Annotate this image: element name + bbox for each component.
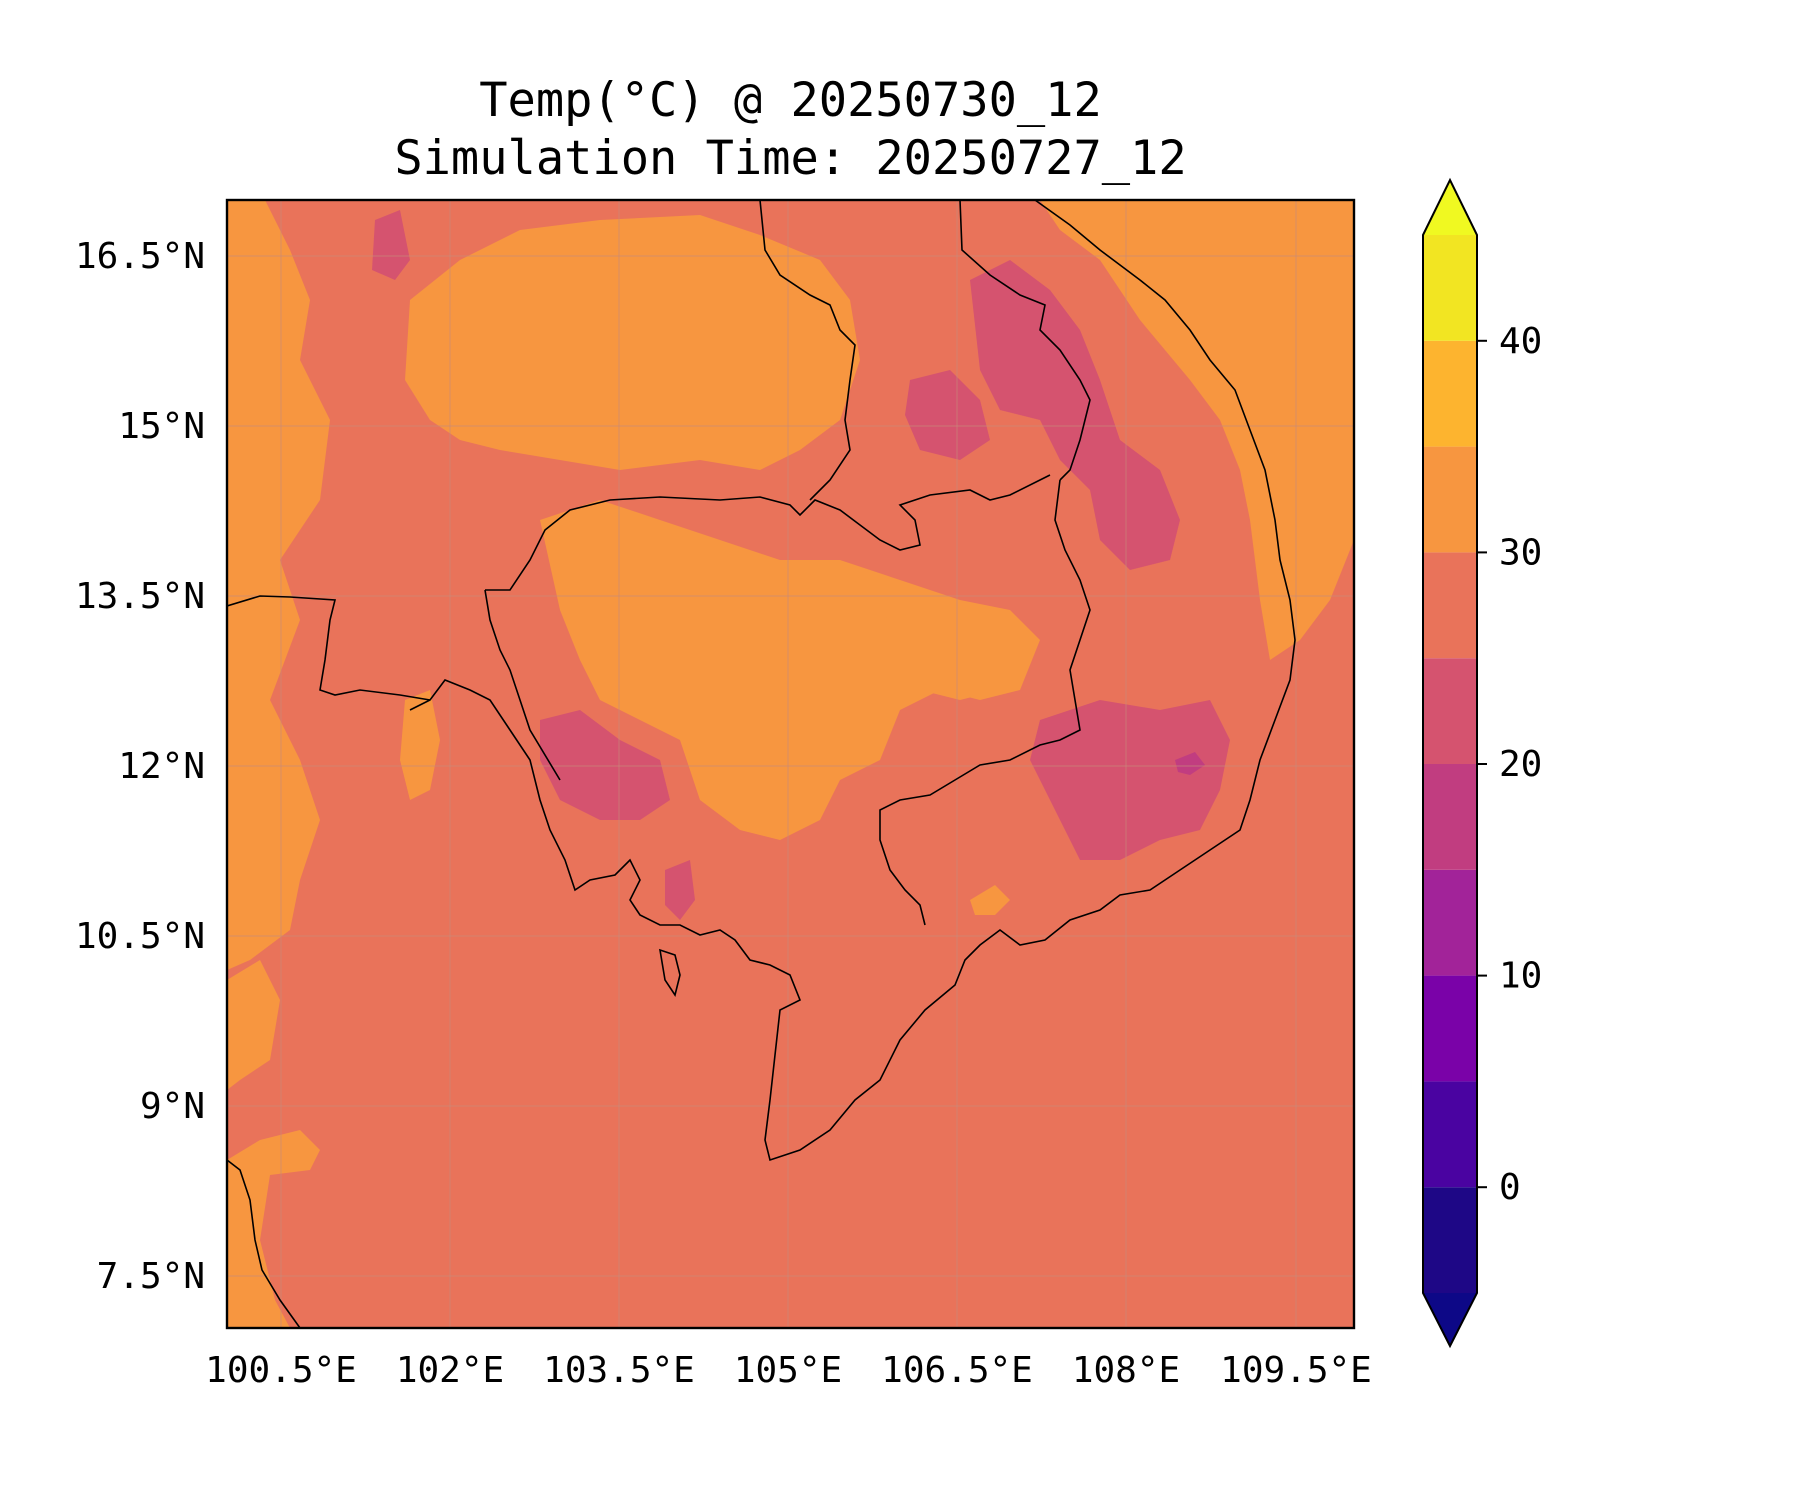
x-tick-label: 100.5°E <box>205 1350 357 1391</box>
colorbar-tick-label: 10 <box>1499 956 1542 997</box>
temperature-contours <box>227 200 1354 1328</box>
x-tick-label: 103.5°E <box>543 1350 695 1391</box>
y-axis-labels: 16.5°N 15°N 13.5°N 12°N 10.5°N 9°N 7.5°N <box>75 236 205 1297</box>
colorbar-outline <box>1422 177 1478 1349</box>
contour-20-25-south-patch <box>665 860 695 920</box>
colorbar: 0 10 20 30 40 <box>1422 177 1542 1349</box>
contour-20-25-north-patch <box>372 210 410 280</box>
map-title: Temp(°C) @ 20250730_12 <box>479 73 1102 128</box>
contour-20-25-south-highlands <box>1030 700 1230 860</box>
y-tick-label: 10.5°N <box>75 916 205 957</box>
y-tick-label: 12°N <box>118 746 205 787</box>
y-tick-label: 15°N <box>118 406 205 447</box>
contour-30-35-northeast-sea <box>1040 200 1354 660</box>
contour-30-35-east-central <box>880 600 1020 700</box>
x-tick-label: 109.5°E <box>1220 1350 1372 1391</box>
gridlines <box>227 200 1354 1328</box>
colorbar-tick-label: 30 <box>1499 532 1542 573</box>
contour-20-25-central-highlands <box>970 260 1180 570</box>
colorbar-segment <box>1423 869 1477 976</box>
colorbar-tick-label: 40 <box>1499 321 1542 362</box>
colorbar-segment <box>1423 658 1477 764</box>
coastlines-and-borders <box>227 200 1296 1328</box>
x-tick-label: 105°E <box>734 1350 842 1391</box>
contour-20-25-plateau-blob <box>905 370 990 460</box>
contour-30-35-west-coast <box>227 960 280 1090</box>
colorbar-tick-label: 0 <box>1499 1167 1521 1208</box>
contour-20-25-cardamom <box>540 710 670 820</box>
colorbar-segment <box>1423 340 1477 447</box>
colorbar-segment <box>1423 1081 1477 1188</box>
colorbar-segment <box>1423 552 1477 659</box>
colorbar-segment <box>1423 446 1477 553</box>
colorbar-segments <box>1423 235 1477 1293</box>
colorbar-under-triangle <box>1423 1293 1477 1346</box>
cambodia-north-border <box>485 474 1051 591</box>
colorbar-segment <box>1423 975 1477 1082</box>
contour-15-20-highlands-core <box>1175 752 1205 775</box>
y-tick-label: 9°N <box>140 1086 205 1127</box>
contour-30-35-northwest <box>227 200 330 970</box>
phu-quoc-island <box>658 948 681 997</box>
map-subtitle: Simulation Time: 20250727_12 <box>394 131 1187 186</box>
colorbar-tick-label: 20 <box>1499 744 1542 785</box>
colorbar-over-triangle <box>1423 180 1477 235</box>
contour-30-35-north-plateau <box>405 215 860 470</box>
map-panel <box>225 198 1356 1330</box>
laos-thailand-border <box>759 200 856 501</box>
colorbar-segment <box>1423 764 1477 870</box>
contour-30-35-mekong-patch <box>970 885 1010 915</box>
y-tick-label: 13.5°N <box>75 576 205 617</box>
y-tick-label: 7.5°N <box>97 1256 205 1297</box>
thailand-cambodia-border <box>227 595 431 701</box>
colorbar-segment <box>1423 235 1477 341</box>
x-axis-labels: 100.5°E 102°E 103.5°E 105°E 106.5°E 108°… <box>205 1350 1372 1391</box>
contour-30-35-sw-strip <box>227 1130 320 1328</box>
x-tick-label: 106.5°E <box>881 1350 1033 1391</box>
cambodia-east-border <box>879 479 1091 926</box>
contour-30-35-west-lake-arm <box>400 690 440 800</box>
cambodia-west-border <box>484 589 561 781</box>
colorbar-segment <box>1423 1187 1477 1293</box>
colorbar-ticks: 0 10 20 30 40 <box>1477 321 1542 1208</box>
y-tick-label: 16.5°N <box>75 236 205 277</box>
x-tick-label: 102°E <box>396 1350 504 1391</box>
contour-30-35-central-basin <box>540 500 1040 840</box>
laos-vietnam-border <box>959 200 1091 481</box>
thailand-coastline-west <box>227 1159 301 1328</box>
map-frame <box>225 198 1356 1330</box>
vietnam-coastline <box>409 200 1296 1162</box>
x-tick-label: 108°E <box>1072 1350 1180 1391</box>
